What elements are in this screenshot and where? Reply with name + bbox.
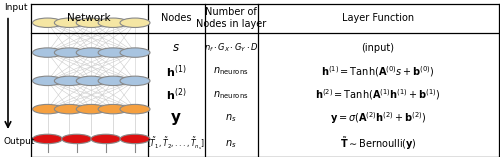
Circle shape <box>98 48 128 57</box>
Circle shape <box>32 48 62 57</box>
Circle shape <box>120 76 150 86</box>
Circle shape <box>54 48 84 57</box>
Circle shape <box>54 104 84 114</box>
Circle shape <box>76 104 106 114</box>
Circle shape <box>54 76 84 86</box>
Circle shape <box>76 18 106 27</box>
Text: $n_f \cdot G_X \cdot G_Y \cdot D$: $n_f \cdot G_X \cdot G_Y \cdot D$ <box>204 42 258 54</box>
Circle shape <box>32 76 62 86</box>
Circle shape <box>54 18 84 27</box>
Text: Network: Network <box>68 13 111 23</box>
Text: Layer Function: Layer Function <box>342 13 414 23</box>
Circle shape <box>98 104 128 114</box>
Circle shape <box>98 18 128 27</box>
Text: $\mathbf{h}^{(1)}$: $\mathbf{h}^{(1)}$ <box>166 63 186 80</box>
Circle shape <box>120 104 150 114</box>
Circle shape <box>120 48 150 57</box>
Circle shape <box>98 76 128 86</box>
Text: $n_{\mathrm{neurons}}$: $n_{\mathrm{neurons}}$ <box>213 89 249 101</box>
Circle shape <box>120 18 150 27</box>
Circle shape <box>76 76 106 86</box>
Text: $n_{\mathrm{neurons}}$: $n_{\mathrm{neurons}}$ <box>213 65 249 77</box>
Text: $[\tilde{T}_1,\tilde{T}_2,...,\tilde{T}_{n_s}]$: $[\tilde{T}_1,\tilde{T}_2,...,\tilde{T}_… <box>147 136 205 152</box>
Text: $s$: $s$ <box>172 41 180 54</box>
Text: $\mathbf{h}^{(2)}$: $\mathbf{h}^{(2)}$ <box>166 87 186 103</box>
Circle shape <box>32 18 62 27</box>
Circle shape <box>32 104 62 114</box>
Text: Output: Output <box>4 137 36 146</box>
Text: $\mathbf{h}^{(1)} = \mathrm{Tanh}(\mathbf{A}^{(0)}s + \mathbf{b}^{(0)})$: $\mathbf{h}^{(1)} = \mathrm{Tanh}(\mathb… <box>321 64 435 79</box>
Circle shape <box>62 134 92 144</box>
Text: Input: Input <box>4 3 28 12</box>
Text: $\tilde{\mathbf{T}} \sim \mathrm{Bernoulli}(\mathbf{y})$: $\tilde{\mathbf{T}} \sim \mathrm{Bernoul… <box>340 135 416 152</box>
Circle shape <box>120 134 150 144</box>
Text: $n_s$: $n_s$ <box>225 113 237 125</box>
Text: $n_s$: $n_s$ <box>225 138 237 150</box>
Circle shape <box>91 134 121 144</box>
Text: $\mathbf{y}$: $\mathbf{y}$ <box>170 111 182 127</box>
Text: $\mathbf{y} = \sigma(\mathbf{A}^{(2)}\mathbf{h}^{(2)} + \mathbf{b}^{(2)})$: $\mathbf{y} = \sigma(\mathbf{A}^{(2)}\ma… <box>330 111 426 126</box>
Circle shape <box>32 134 62 144</box>
Text: Number of
Nodes in layer: Number of Nodes in layer <box>196 7 266 29</box>
Text: Nodes: Nodes <box>161 13 191 23</box>
Text: $\mathbf{h}^{(2)} = \mathrm{Tanh}(\mathbf{A}^{(1)}\mathbf{h}^{(1)} + \mathbf{b}^: $\mathbf{h}^{(2)} = \mathrm{Tanh}(\mathb… <box>315 88 441 102</box>
Circle shape <box>76 48 106 57</box>
Text: (input): (input) <box>362 43 394 53</box>
